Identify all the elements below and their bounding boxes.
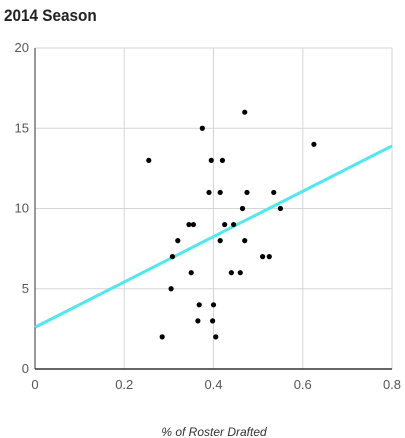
data-point xyxy=(168,286,174,292)
x-tick-label: 0 xyxy=(31,377,38,392)
data-point xyxy=(271,189,277,196)
data-point xyxy=(230,221,237,228)
data-point xyxy=(196,302,202,308)
data-point xyxy=(217,238,223,244)
data-point xyxy=(237,270,243,276)
data-point xyxy=(210,318,216,324)
data-point xyxy=(169,254,176,260)
trendline xyxy=(34,144,393,329)
axes xyxy=(34,48,392,370)
data-point xyxy=(208,157,214,163)
data-point xyxy=(210,302,217,308)
data-point xyxy=(277,205,284,212)
data-points xyxy=(146,109,317,340)
data-point xyxy=(242,238,248,244)
data-point xyxy=(159,334,165,340)
y-tick-label: 20 xyxy=(15,40,29,55)
data-point xyxy=(206,189,212,196)
data-point xyxy=(228,270,234,276)
x-tick-label: 0.4 xyxy=(204,377,222,392)
trendline-group xyxy=(34,144,393,329)
data-point xyxy=(188,270,194,276)
data-point xyxy=(266,254,272,260)
y-tick-label: 0 xyxy=(22,361,29,376)
x-axis-title: % of Roster Drafted xyxy=(161,425,267,438)
x-tick-label: 0.6 xyxy=(294,377,312,392)
data-point xyxy=(244,189,250,196)
data-point xyxy=(213,334,219,340)
data-point xyxy=(242,109,248,115)
data-point xyxy=(146,157,152,163)
data-point xyxy=(190,221,197,228)
data-point xyxy=(199,125,205,131)
tick-labels: 0 0.2 0.4 0.6 0.8 0 5 10 15 20 xyxy=(15,40,402,392)
data-point xyxy=(219,157,226,163)
data-point xyxy=(217,189,223,196)
data-point xyxy=(195,318,201,324)
data-point xyxy=(259,254,266,260)
y-tick-label: 10 xyxy=(15,201,29,216)
data-point xyxy=(239,205,246,212)
data-point xyxy=(222,221,228,228)
data-point xyxy=(311,141,317,147)
grid-lines xyxy=(35,47,393,369)
data-point xyxy=(175,238,181,244)
data-point xyxy=(186,221,192,228)
x-tick-label: 0.8 xyxy=(383,377,401,392)
y-tick-label: 5 xyxy=(22,281,29,296)
x-tick-label: 0.2 xyxy=(115,377,133,392)
chart-title: 2014 Season xyxy=(4,6,97,25)
y-tick-label: 15 xyxy=(15,120,29,135)
